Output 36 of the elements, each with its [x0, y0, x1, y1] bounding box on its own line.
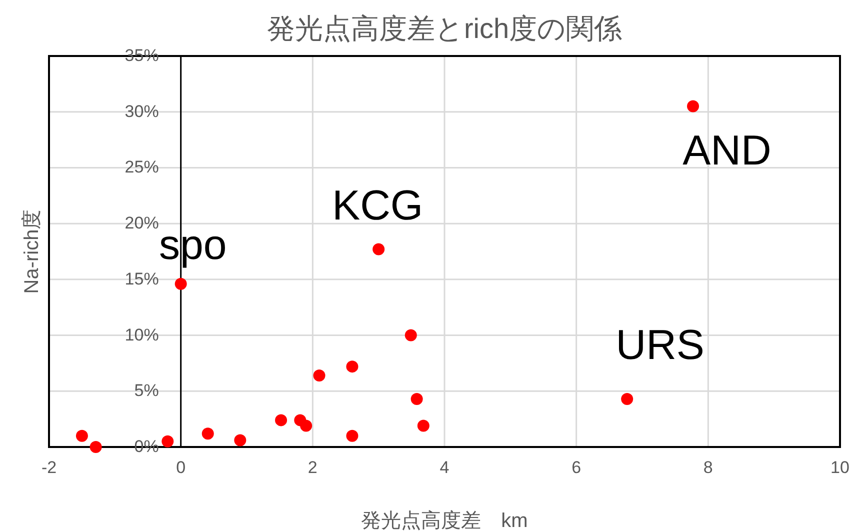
point [202, 428, 214, 440]
y-tick-label: 5% [134, 381, 159, 400]
x-axis-title: 発光点高度差 km [361, 509, 528, 532]
point [174, 278, 187, 290]
y-axis-title: Na-rich度 [21, 209, 43, 294]
point [90, 441, 102, 453]
point [313, 370, 326, 382]
x-tick-label: 4 [440, 458, 450, 477]
point [346, 360, 358, 373]
point [410, 392, 423, 405]
y-tick-label: 25% [124, 158, 159, 177]
x-tick-label: 10 [830, 458, 850, 477]
point [234, 434, 246, 446]
x-tick-label: 6 [572, 458, 582, 477]
point [300, 420, 312, 432]
x-tick-label: 2 [308, 458, 318, 477]
point [372, 243, 385, 256]
point [162, 435, 174, 448]
annotation: KCG [332, 181, 424, 228]
point [687, 100, 700, 112]
point [346, 430, 358, 442]
y-tick-label: 30% [124, 102, 159, 121]
x-tick-label: 0 [176, 458, 186, 477]
annotation: URS [616, 320, 704, 368]
point [404, 329, 417, 342]
annotation: AND [682, 126, 772, 174]
chart-title: 発光点高度差とrich度の関係 [266, 13, 622, 44]
point [417, 420, 430, 432]
point [275, 414, 288, 426]
x-tick-label: -2 [41, 458, 57, 477]
y-tick-label: 15% [124, 269, 159, 288]
y-tick-label: 20% [124, 214, 159, 233]
point [621, 392, 634, 405]
y-tick-label: 10% [124, 325, 159, 344]
point [76, 430, 88, 442]
x-tick-label: 8 [703, 458, 713, 477]
